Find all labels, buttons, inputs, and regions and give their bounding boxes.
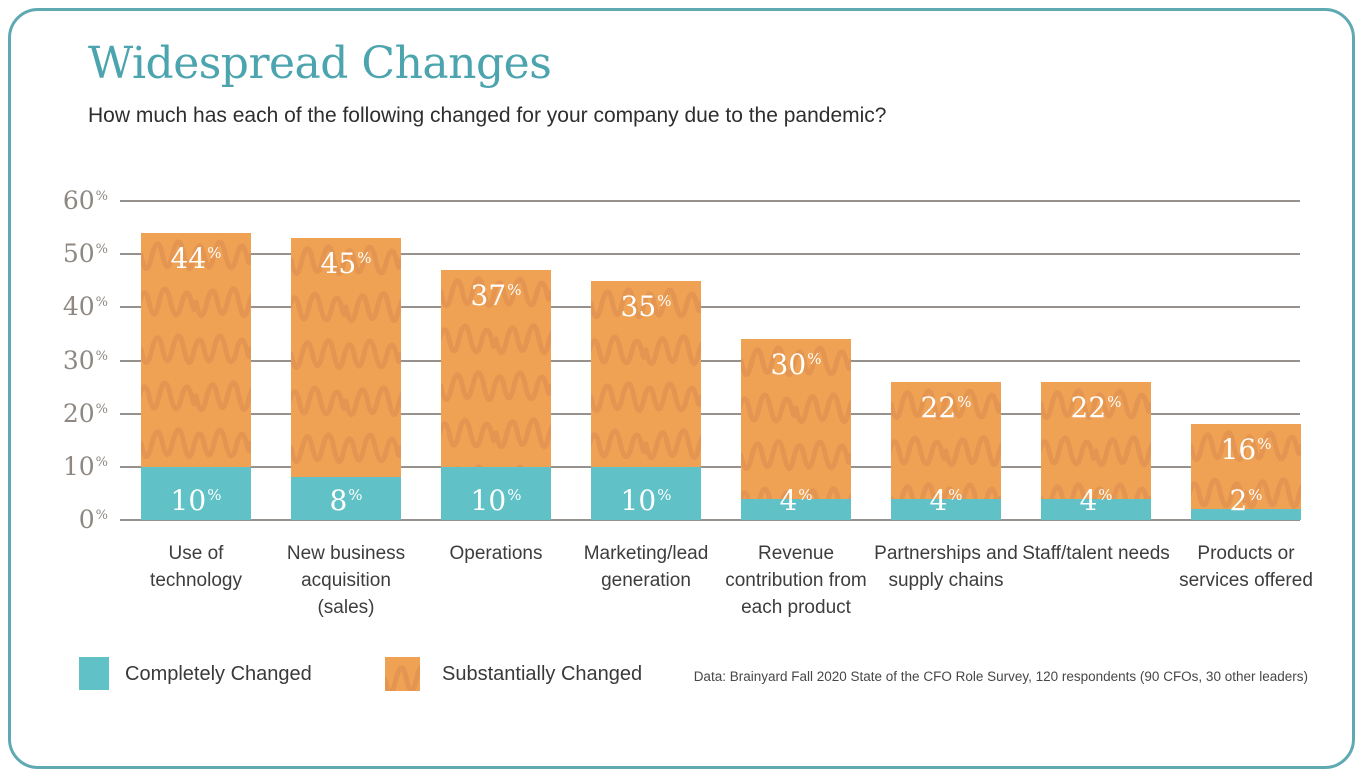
- y-tick-label-50: 50%: [62, 239, 108, 269]
- bar-6: 22% 4%: [891, 382, 1001, 520]
- bar-segment-substantially-changed: 22%: [891, 382, 1001, 499]
- y-tick-label-30: 30%: [62, 345, 108, 375]
- bar-segment-substantially-changed: 16%: [1191, 424, 1301, 509]
- category-label-1: Use of technology: [150, 543, 242, 591]
- value-label-substantially: 37%: [470, 279, 522, 312]
- y-tick-label-10: 10%: [62, 451, 108, 481]
- bar-5: 30% 4%: [741, 339, 851, 520]
- squiggle-texture: [891, 382, 1001, 499]
- bar-7: 22% 4%: [1041, 382, 1151, 520]
- bar-segment-completely-changed: [741, 499, 851, 520]
- value-label-substantially: 44%: [170, 242, 222, 275]
- chart-subtitle: How much has each of the following chang…: [88, 104, 887, 127]
- y-tick-label-60: 60%: [62, 186, 108, 215]
- bar-segment-substantially-changed: 35%: [591, 281, 701, 467]
- bar-segment-substantially-changed: 45%: [291, 238, 401, 477]
- category-label-6: Partnerships and supply chains: [874, 543, 1018, 591]
- value-label-substantially: 30%: [770, 348, 822, 381]
- value-label-completely: 10%: [470, 484, 522, 517]
- squiggle-texture: [141, 233, 251, 467]
- gridline-50: [120, 253, 1300, 256]
- bar-4: 35% 10%: [591, 281, 701, 520]
- squiggle-texture: [741, 339, 851, 499]
- legend-label-completely-changed: Completely Changed: [125, 663, 312, 685]
- value-label-completely: 10%: [620, 484, 672, 517]
- bar-segment-substantially-changed: 22%: [1041, 382, 1151, 499]
- category-label-5: Revenue contribution from each product: [725, 543, 867, 618]
- value-label-substantially: 22%: [920, 391, 972, 424]
- value-label-completely: 4%: [929, 484, 963, 517]
- category-label-3: Operations: [449, 543, 543, 564]
- bar-segment-completely-changed: [441, 467, 551, 520]
- legend-swatch-substantially-changed: [385, 657, 420, 691]
- category-label-4: Marketing/lead generation: [583, 543, 709, 591]
- bar-segment-completely-changed: [141, 467, 251, 520]
- bar-3: 37% 10%: [441, 270, 551, 520]
- card-border: [8, 8, 1355, 769]
- squiggle-texture: [591, 281, 701, 467]
- value-label-substantially: 35%: [620, 290, 672, 323]
- bar-segment-completely-changed: [291, 477, 401, 520]
- squiggle-texture: [1191, 424, 1301, 509]
- bar-segment-completely-changed: [591, 467, 701, 520]
- value-label-substantially: 45%: [320, 247, 372, 280]
- value-label-completely: 8%: [329, 484, 363, 517]
- y-tick-label-40: 40%: [62, 292, 108, 322]
- value-label-completely: 4%: [779, 484, 813, 517]
- bar-2: 45% 8%: [291, 238, 401, 520]
- category-label-8: Products or services offered: [1179, 543, 1313, 591]
- bar-segment-substantially-changed: 37%: [441, 270, 551, 467]
- value-label-completely: 2%: [1229, 484, 1263, 517]
- bar-8: 16% 2%: [1191, 424, 1301, 520]
- category-label-2: New business acquisition (sales): [286, 543, 406, 618]
- chart-title: Widespread Changes: [88, 38, 552, 89]
- source-note: Data: Brainyard Fall 2020 State of the C…: [693, 669, 1308, 684]
- squiggle-texture: [1041, 382, 1151, 499]
- gridline-10: [120, 465, 1300, 468]
- y-tick-label-20: 20%: [62, 398, 108, 428]
- gridline-20: [120, 412, 1300, 415]
- gridline-30: [120, 359, 1300, 362]
- bar-segment-substantially-changed: 30%: [741, 339, 851, 499]
- bar-segment-completely-changed: [1191, 509, 1301, 520]
- bar-1: 44% 10%: [141, 233, 251, 520]
- value-label-completely: 10%: [170, 484, 222, 517]
- bar-segment-substantially-changed: 44%: [141, 233, 251, 467]
- squiggle-texture: [441, 270, 551, 467]
- gridline-0: [120, 519, 1300, 521]
- gridline-60: [120, 200, 1300, 202]
- value-label-substantially: 16%: [1220, 433, 1272, 466]
- value-label-substantially: 22%: [1070, 391, 1122, 424]
- category-label-7: Staff/talent needs: [1022, 543, 1170, 564]
- squiggle-texture: [291, 238, 401, 477]
- legend-label-substantially-changed: Substantially Changed: [442, 663, 643, 685]
- bar-segment-completely-changed: [891, 499, 1001, 520]
- value-label-completely: 4%: [1079, 484, 1113, 517]
- y-tick-label-0: 0%: [78, 505, 108, 534]
- bar-segment-completely-changed: [1041, 499, 1151, 520]
- gridline-40: [120, 306, 1300, 309]
- legend-swatch-completely-changed: [79, 657, 109, 690]
